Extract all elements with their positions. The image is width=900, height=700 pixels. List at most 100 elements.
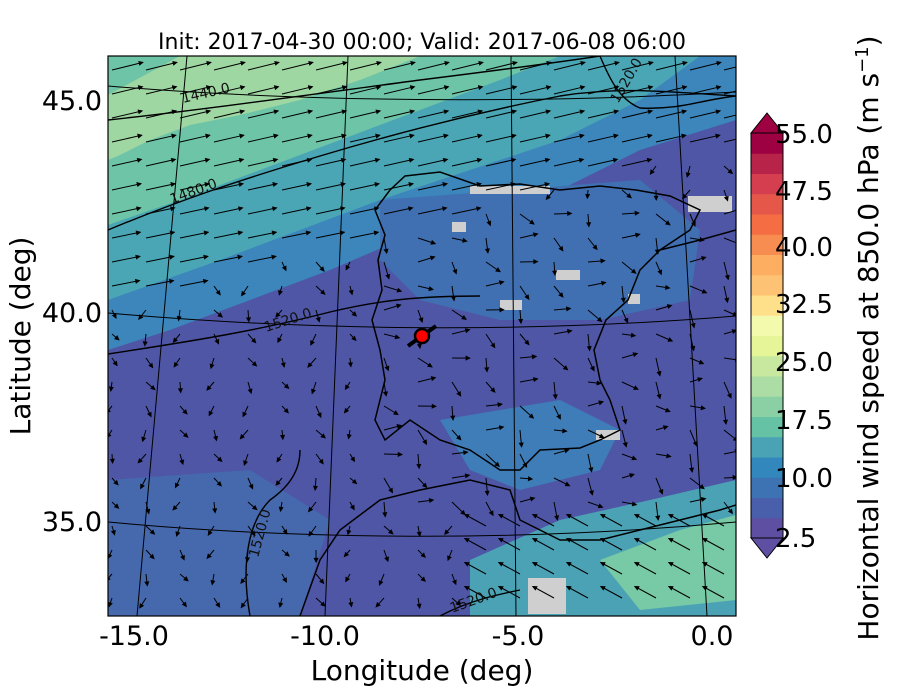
wind-vector-head [242,411,248,418]
wind-vector [213,134,244,143]
wind-vector-head [239,109,246,115]
wind-vector-head [275,480,281,486]
wind-vector-head [662,425,669,431]
wind-vector-head [396,287,403,293]
wind-vector-head [180,554,185,561]
wind-vector [451,134,482,143]
wind-vector-head [346,433,352,440]
wind-vector-head [202,278,209,284]
wind-vector-head [699,484,705,490]
wind-vector [247,134,278,143]
wind-vector-head [497,513,504,519]
wind-vector-head [311,388,316,395]
wind-vector [108,573,113,580]
wind-vector-head [442,206,448,212]
wind-vector-head [497,402,503,408]
wind-vector-head [565,513,572,519]
colorbar-segment [751,355,783,377]
wind-vector-head [208,410,214,417]
wind-vector-head [387,529,394,535]
x-tick-label: 0.0 [691,621,734,652]
wind-vector-head [206,553,212,560]
wind-vector-head [545,194,551,201]
wind-vector [723,237,736,244]
wind-vector-head [630,332,637,338]
wind-vector-head [251,361,258,367]
x-axis: -15.0 -10.0 -5.0 0.0 Longitude (deg) [99,621,733,687]
wind-vector-head [629,473,635,478]
wind-vector-head [429,255,436,261]
wind-vector-head [341,85,348,91]
wind-vector-head [275,312,281,318]
wind-vector [417,183,448,191]
wind-vector-head [701,513,708,519]
x-tick-label: -15.0 [99,621,169,652]
wind-vector [111,207,141,215]
wind-vector-head [691,221,696,227]
colorbar-tick-label: 32.5 [775,290,833,320]
wind-vector [519,86,551,95]
wind-vector [179,110,211,119]
wind-vector [383,86,415,95]
wind-vector-head [382,512,388,518]
wind-field-sw [108,470,330,616]
y-tick-label: 45.0 [42,86,102,117]
wind-vector [723,66,736,71]
wind-vector-head [532,377,539,383]
wind-vector-head [345,576,351,583]
wind-vector-head [373,230,380,236]
wind-vector [213,207,243,215]
wind-vector-head [665,220,671,226]
wind-vector-head [250,530,256,537]
wind-vector-head [579,109,586,115]
colorbar-segment [751,295,783,316]
wind-vector [519,183,550,191]
wind-vector-head [464,473,471,479]
wind-vector-head [498,425,505,431]
wind-vector-head [723,195,729,202]
colorbar-segment [751,234,783,255]
wind-vector-head [701,288,708,294]
wind-vector-head [620,297,626,304]
wind-vector-head [384,556,389,563]
wind-vector-head [463,450,469,456]
wind-vector [213,255,242,263]
wind-vector [451,207,481,215]
wind-vector-head [488,510,494,517]
wind-vector-head [140,483,145,490]
wind-vector-head [566,306,572,312]
wind-vector-head [589,365,595,372]
wind-vector-head [278,290,283,296]
wind-vector [315,86,347,95]
wind-vector-head [518,442,524,448]
wind-vector-head [308,530,314,537]
wind-vector-head [681,133,687,139]
wind-vector [111,110,143,119]
wind-vector [451,110,483,119]
wind-vector-head [552,394,558,400]
wind-vector-head [622,419,628,425]
wind-vector [281,183,312,191]
wind-vector-head [137,85,144,91]
wind-vector [213,110,245,119]
wind-vector [247,255,276,263]
wind-vector [723,114,736,119]
wind-vector-head [282,577,287,583]
wind-vector-head [271,230,278,236]
wind-vector-head [731,329,736,335]
wind-vector-head [278,506,284,513]
wind-vector-head [416,463,422,470]
wind-vector-head [384,365,390,372]
wind-vector-head [494,461,500,468]
wind-vector-head [667,537,674,543]
wind-vector [213,86,245,95]
wind-vector-head [394,334,401,340]
wind-vector-head [700,256,707,261]
wind-vector-head [477,85,484,91]
wind-vector-head [416,343,422,350]
wind-vector [383,110,415,119]
wind-vector-head [307,133,313,139]
wind-vector-head [490,342,496,349]
wind-vector-head [239,433,245,440]
wind-vector [213,231,243,239]
